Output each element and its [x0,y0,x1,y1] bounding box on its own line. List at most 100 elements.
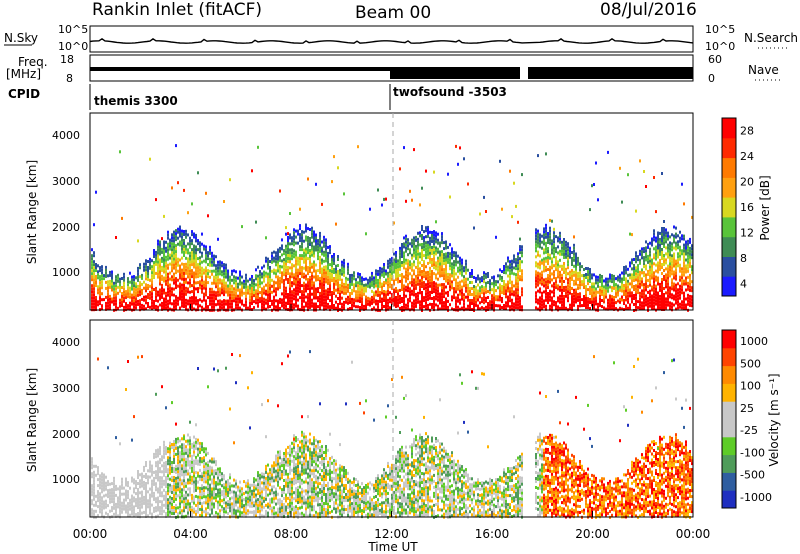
echo-cell [101,496,103,500]
echo-cell [579,283,581,287]
echo-cell [109,279,111,283]
echo-cell [435,297,437,301]
echo-cell [335,279,337,283]
echo-cell [669,256,671,260]
echo-cell [309,255,311,258]
echo-cell [673,285,675,289]
echo-cell [629,303,631,307]
echo-cell [659,258,661,262]
echo-cell [175,446,177,450]
echo-cell [515,258,517,262]
echo-cell [295,241,297,245]
echo-cell [615,295,617,299]
echo-cell [689,300,691,304]
echo-cell [181,241,183,245]
echo-cell [559,252,561,256]
echo-cell [393,264,395,268]
echo-cell [377,272,379,276]
echo-cell [277,254,279,258]
echo-cell [131,296,133,300]
echo-cell [567,281,569,285]
echo-cell [537,238,539,242]
echo-cell [653,253,655,257]
echo-cell [317,299,319,303]
echo-cell [499,274,501,278]
echo-cell [427,231,429,235]
echo-cell [285,247,287,251]
echo-cell [359,276,361,279]
echo-cell [187,290,189,294]
echo-cell [127,493,129,497]
echo-cell [549,268,551,272]
echo-cell [181,238,183,242]
echo-cell [167,468,169,472]
echo-cell [585,276,587,279]
echo-cell [165,464,167,467]
echo-cell [437,262,439,266]
echo-cell [689,237,691,241]
echo-cell [177,296,179,300]
echo-cell [609,285,611,289]
echo-cell [295,298,297,302]
echo-cell [491,297,493,301]
echo-cell [169,510,171,514]
echo-cell [479,289,481,293]
echo-cell [459,292,461,296]
echo-cell [639,270,641,274]
echo-cell [395,287,397,290]
echo-cell [319,267,321,271]
echo-cell [171,506,173,509]
echo-cell [271,260,273,264]
echo-cell [483,298,485,302]
echo-cell [267,275,269,279]
echo-cell [573,279,575,283]
echo-cell [175,491,177,495]
echo-cell [461,306,463,310]
echo-cell [173,506,175,509]
echo-cell [573,294,575,298]
echo-cell [553,273,555,277]
echo-cell [655,239,657,243]
echo-cell [165,506,167,509]
echo-cell [447,290,449,294]
echo-cell [301,257,303,261]
echo-cell [681,237,683,241]
echo-cell [615,283,617,287]
echo-cell [457,254,459,258]
echo-cell [175,503,177,507]
echo-cell [169,465,171,469]
echo-cell [165,500,167,503]
echo-cell [285,226,287,230]
echo-cell [453,266,455,270]
echo-cell [375,281,377,285]
echo-cell [91,284,93,288]
echo-cell [389,261,391,265]
echo-cell [185,256,187,260]
echo-cell [313,296,315,300]
echo-cell [143,286,145,290]
echo-cell [109,285,111,289]
echo-cell [567,284,569,288]
echo-cell [159,491,161,495]
echo-cell [569,306,571,310]
echo-cell [509,278,511,282]
echo-cell [283,294,285,298]
echo-cell [319,300,321,304]
echo-cell [359,300,361,303]
echo-cell [617,287,619,291]
echo-cell [137,512,139,515]
echo-cell [117,306,119,310]
echo-cell [159,461,161,465]
echo-cell [119,494,121,498]
echo-cell [283,279,285,283]
echo-cell [263,288,265,292]
echo-cell [651,303,653,307]
echo-cell [203,268,205,272]
echo-cell [245,276,247,280]
echo-cell [537,298,539,302]
echo-cell [259,300,261,304]
echo-cell [439,259,441,263]
echo-cell [649,241,651,245]
echo-cell [325,253,327,257]
echo-cell [207,214,209,218]
